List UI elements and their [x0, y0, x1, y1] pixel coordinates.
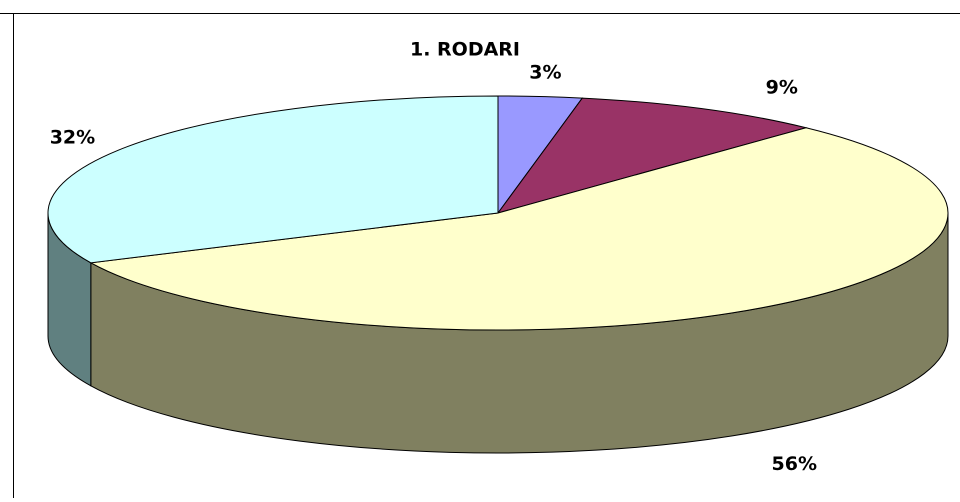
data-label: 32% [50, 126, 95, 148]
chart-title: 1. RODARI [410, 39, 520, 61]
data-label: 56% [772, 453, 817, 475]
data-label: 9% [766, 76, 798, 98]
data-label: 3% [529, 62, 561, 84]
